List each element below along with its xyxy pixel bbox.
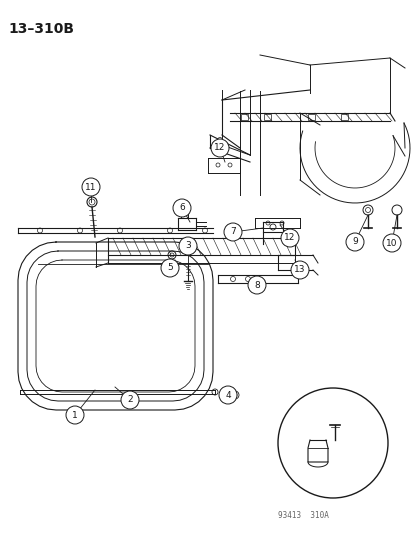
Circle shape [173, 199, 190, 217]
Circle shape [247, 276, 266, 294]
Circle shape [382, 234, 400, 252]
Text: 8: 8 [254, 280, 259, 289]
Text: 6: 6 [179, 204, 185, 213]
Circle shape [348, 411, 366, 429]
Text: 1: 1 [72, 410, 78, 419]
Bar [307, 114, 314, 120]
Circle shape [277, 388, 387, 498]
Circle shape [121, 391, 139, 409]
Circle shape [345, 233, 363, 251]
Text: 11: 11 [85, 182, 97, 191]
Circle shape [223, 223, 242, 241]
Circle shape [161, 259, 178, 277]
Text: 12: 12 [284, 233, 295, 243]
Circle shape [280, 229, 298, 247]
Text: 4: 4 [225, 391, 230, 400]
Text: 5: 5 [167, 263, 173, 272]
Bar [340, 114, 347, 120]
Text: 2: 2 [127, 395, 133, 405]
Circle shape [211, 139, 228, 157]
Text: 93413  310A: 93413 310A [277, 511, 328, 520]
Text: 12: 12 [214, 143, 225, 152]
Text: 13: 13 [294, 265, 305, 274]
Circle shape [178, 237, 197, 255]
Circle shape [66, 406, 84, 424]
Text: 14: 14 [351, 416, 363, 424]
Circle shape [290, 261, 308, 279]
Bar [240, 114, 247, 120]
Text: 10: 10 [385, 238, 397, 247]
Text: 15: 15 [301, 408, 313, 417]
Circle shape [298, 404, 316, 422]
Text: 7: 7 [230, 228, 235, 237]
Text: 3: 3 [185, 241, 190, 251]
Circle shape [82, 178, 100, 196]
Circle shape [218, 386, 236, 404]
Bar [263, 114, 271, 120]
Text: 13–310B: 13–310B [8, 22, 74, 36]
Text: 9: 9 [351, 238, 357, 246]
